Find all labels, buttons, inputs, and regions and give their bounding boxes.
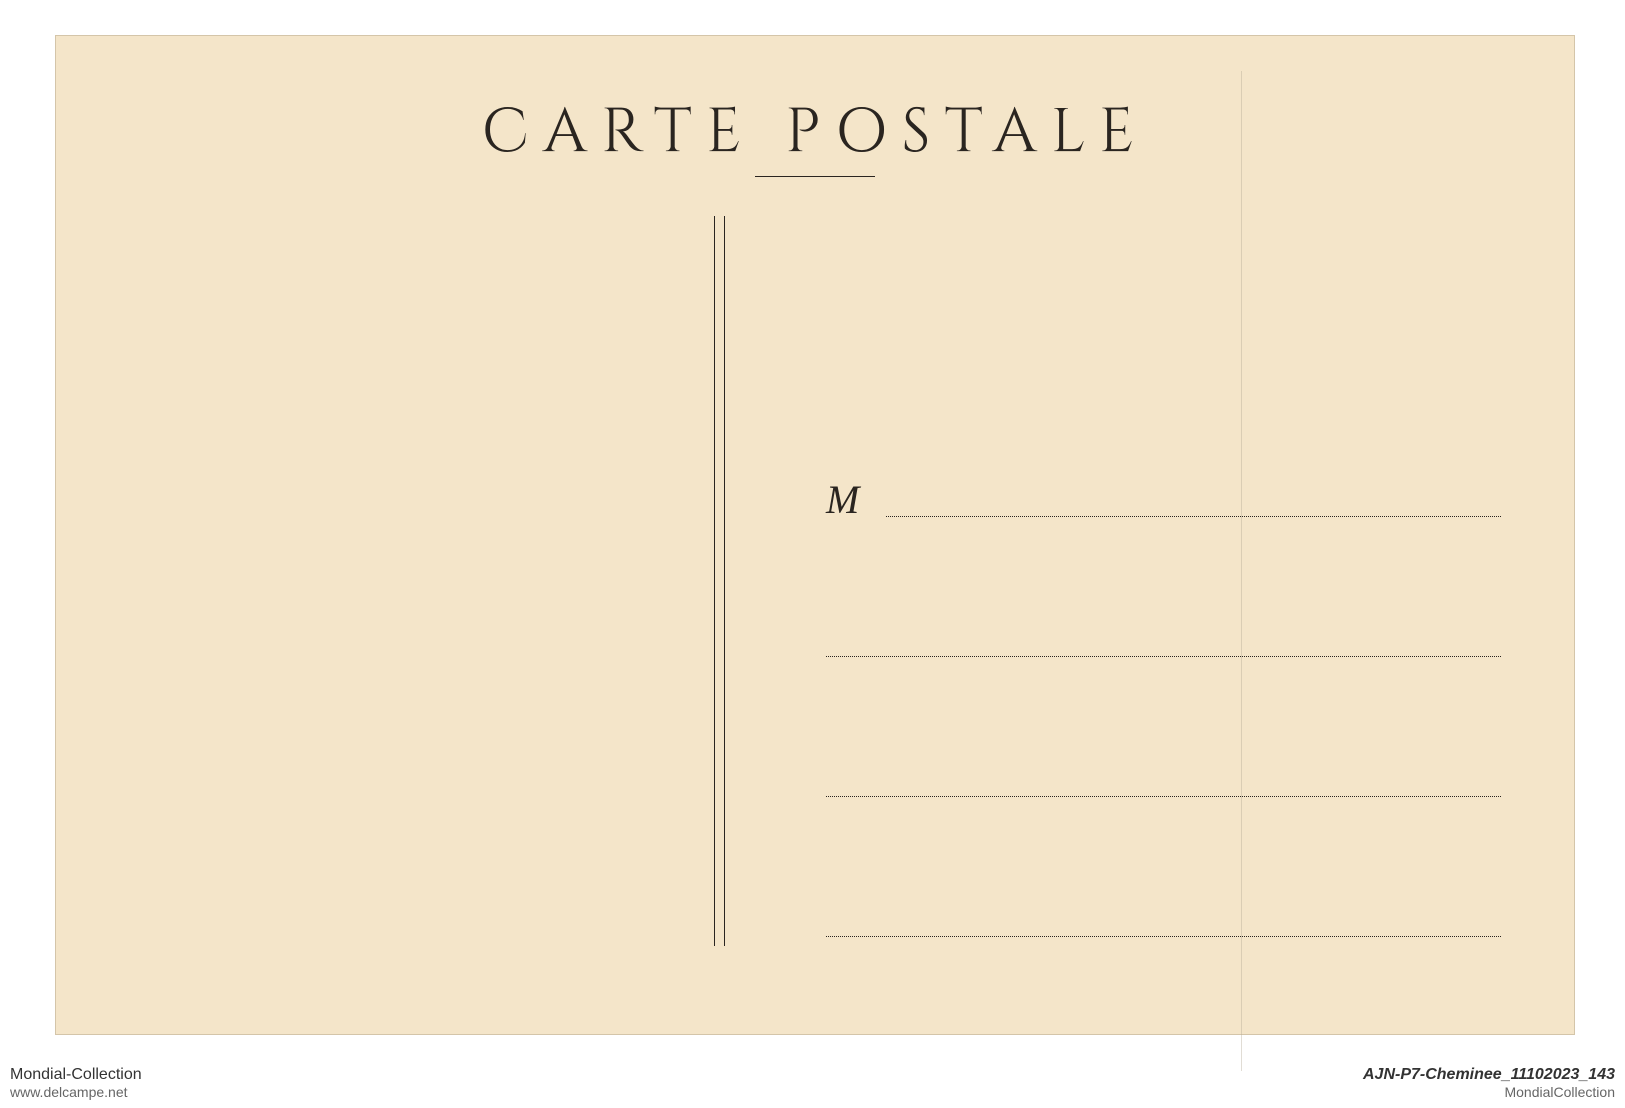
watermark-website: www.delcampe.net xyxy=(10,1084,142,1100)
watermark-filename: AJN-P7-Cheminee_11102023_143 xyxy=(1363,1066,1615,1084)
address-prefix: M xyxy=(826,476,859,523)
address-line-1 xyxy=(886,516,1501,517)
watermark-right: AJN-P7-Cheminee_11102023_143 MondialColl… xyxy=(1363,1066,1615,1100)
watermark-collection-name: Mondial-Collection xyxy=(10,1066,142,1084)
divider-line-1 xyxy=(714,216,715,946)
scan-artifact-line xyxy=(1241,71,1242,1071)
watermark-attribution: MondialCollection xyxy=(1363,1084,1615,1100)
postcard-container: CARTE POSTALE M xyxy=(55,35,1575,1035)
divider-line-2 xyxy=(724,216,725,946)
watermark-left: Mondial-Collection www.delcampe.net xyxy=(10,1066,142,1100)
address-line-3 xyxy=(826,796,1501,797)
address-line-4 xyxy=(826,936,1501,937)
title-underline xyxy=(755,176,875,177)
address-line-2 xyxy=(826,656,1501,657)
postcard-title: CARTE POSTALE xyxy=(482,91,1149,175)
